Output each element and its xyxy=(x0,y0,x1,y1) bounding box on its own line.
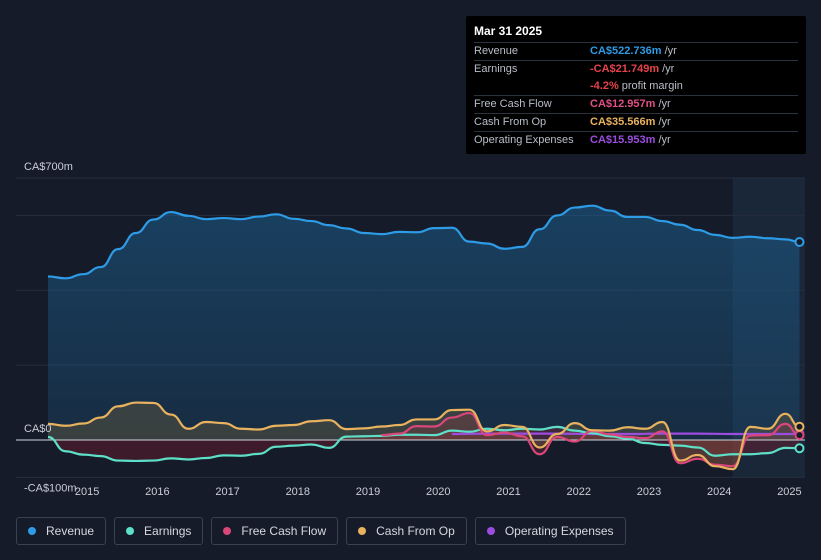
series-areas xyxy=(48,205,800,470)
legend-dot-icon xyxy=(223,527,232,535)
y-axis: CA$700m CA$0 -CA$100m xyxy=(24,161,77,494)
tooltip-row: Earnings -CA$21.749m/yr xyxy=(474,60,798,78)
legend-item-free-cash-flow[interactable]: Free Cash Flow xyxy=(211,517,339,545)
legend-item-revenue[interactable]: Revenue xyxy=(16,517,107,545)
end-markers xyxy=(794,237,805,454)
legend-label: Operating Expenses xyxy=(504,524,614,538)
x-tick-label: 2015 xyxy=(75,486,99,498)
legend-dot-icon xyxy=(28,527,36,535)
x-tick-label: 2022 xyxy=(567,486,591,498)
x-tick-label: 2021 xyxy=(496,486,520,498)
x-tick-label: 2020 xyxy=(426,486,450,498)
y-tick-label: CA$700m xyxy=(24,161,73,173)
x-axis: 2015 2016 2017 2018 2019 2020 2021 2022 2023 2024… xyxy=(75,486,802,498)
tooltip-row: Operating Expenses CA$15.953m/yr xyxy=(474,131,798,149)
tooltip-value: -4.2% xyxy=(590,80,619,92)
tooltip-unit: /yr xyxy=(664,45,677,57)
tooltip-label: Earnings xyxy=(474,63,518,75)
tooltip-row: Cash From Op CA$35.566m/yr xyxy=(474,113,798,131)
x-tick-label: 2019 xyxy=(356,486,380,498)
tooltip-label xyxy=(474,78,590,95)
tooltip-row: Revenue CA$522.736m/yr xyxy=(474,42,798,60)
end-marker-cash-from-op xyxy=(794,421,805,432)
tooltip-value: -CA$21.749m xyxy=(590,63,660,75)
legend-dot-icon xyxy=(486,527,495,535)
tooltip-value: CA$522.736m xyxy=(590,45,662,57)
tooltip: Mar 31 2025 Revenue CA$522.736m/yr Earning… xyxy=(466,16,806,154)
line-earnings xyxy=(47,425,800,463)
y-tick-label: -CA$100m xyxy=(24,482,77,494)
x-tick-label: 2023 xyxy=(637,486,661,498)
tooltip-unit: /yr xyxy=(658,134,671,146)
end-marker-revenue xyxy=(794,237,805,248)
x-tick-label: 2018 xyxy=(286,486,310,498)
tooltip-unit: profit margin xyxy=(621,80,683,92)
line-revenue xyxy=(47,204,800,280)
x-tick-label: 2017 xyxy=(215,486,239,498)
legend-label: Free Cash Flow xyxy=(241,524,327,538)
tooltip-label: Cash From Op xyxy=(474,116,547,128)
tooltip-value: CA$12.957m xyxy=(590,98,656,110)
tooltip-label: Revenue xyxy=(474,45,519,57)
tooltip-unit: /yr xyxy=(658,98,671,110)
legend: Revenue Earnings Free Cash Flow Cash From O… xyxy=(16,517,634,545)
series-lines xyxy=(16,204,805,471)
tooltip-value: CA$35.566m xyxy=(590,116,656,128)
tooltip-label: Free Cash Flow xyxy=(474,98,552,110)
legend-label: Earnings xyxy=(144,524,192,538)
tooltip-unit: /yr xyxy=(662,63,675,75)
legend-item-cash-from-op[interactable]: Cash From Op xyxy=(346,517,467,545)
area-revenue xyxy=(48,205,800,440)
x-tick-label: 2016 xyxy=(145,486,169,498)
y-tick-label: CA$0 xyxy=(24,423,52,435)
tooltip-date: Mar 31 2025 xyxy=(474,24,543,38)
end-marker-free-cash-flow xyxy=(794,430,805,441)
tooltip-row: Free Cash Flow CA$12.957m/yr xyxy=(474,95,798,113)
x-tick-label: 2025 xyxy=(777,486,801,498)
legend-label: Cash From Op xyxy=(376,524,455,538)
line-cash-from-op xyxy=(47,401,800,471)
legend-dot-icon xyxy=(358,527,367,535)
area-earnings xyxy=(48,426,800,461)
tooltip-label: Operating Expenses xyxy=(474,134,574,146)
tooltip-value: CA$15.953m xyxy=(590,134,656,146)
tooltip-unit: /yr xyxy=(658,116,671,128)
x-tick-label: 2024 xyxy=(707,486,731,498)
legend-dot-icon xyxy=(126,527,135,535)
legend-item-earnings[interactable]: Earnings xyxy=(114,517,204,545)
legend-item-operating-expenses[interactable]: Operating Expenses xyxy=(474,517,626,545)
legend-label: Revenue xyxy=(46,524,95,538)
tooltip-row: -4.2% profit margin xyxy=(474,78,798,95)
end-marker-earnings xyxy=(794,443,805,454)
